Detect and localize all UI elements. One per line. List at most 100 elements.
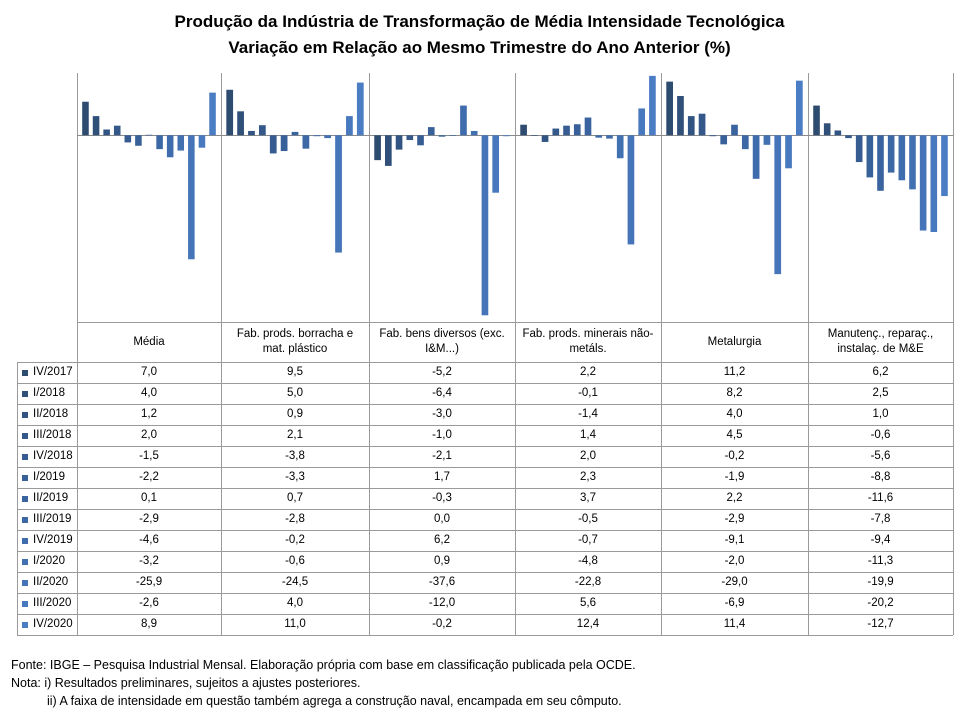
table-cell: -2,6	[139, 597, 159, 609]
table-cell: 11,0	[284, 618, 306, 630]
category-label: Fab. prods. minerais não-metáls.	[515, 322, 661, 362]
category-label: Manutenç., reparaç., instalaç. de M&E	[808, 322, 953, 362]
category-label: Fab. prods. borracha e mat. plástico	[221, 322, 369, 362]
table-cell: -5,6	[870, 450, 891, 462]
bar-III/2018-4	[698, 113, 706, 136]
table-cell: 7,0	[141, 366, 157, 378]
category-label-line: metáls.	[569, 343, 607, 355]
series-name: I/2019	[33, 471, 65, 483]
bar-II/2018-3	[541, 135, 549, 142]
legend-swatch	[22, 516, 28, 523]
table-cell: -3,2	[139, 555, 159, 567]
bar-IV/2019-2	[460, 105, 467, 136]
legend-swatch	[22, 495, 28, 502]
table-cell: -4,8	[578, 555, 598, 567]
legend-swatch	[22, 600, 28, 607]
bar-III/2020-5	[930, 135, 938, 232]
table-cell: -3,3	[285, 471, 305, 483]
table-cell: -0,2	[285, 534, 305, 546]
table-cell: -2,1	[432, 450, 452, 462]
series-legend-III/2019: III/2019	[17, 509, 77, 530]
series-legend-III/2020: III/2020	[17, 593, 77, 614]
legend-swatch	[22, 369, 28, 376]
series-name: III/2018	[33, 429, 72, 441]
table-cell: -0,1	[578, 387, 598, 399]
bar-I/2018-4	[677, 95, 684, 136]
table-cell: -1,9	[724, 471, 745, 483]
bar-III/2020-3	[638, 108, 646, 136]
table-cell: 4,0	[287, 597, 303, 609]
table-cell: -2,9	[724, 513, 745, 525]
table-cell: -5,2	[432, 366, 452, 378]
bar-IV/2019-4	[752, 135, 760, 179]
category-label-line: mat. plástico	[262, 343, 328, 355]
bar-I/2020-1	[324, 135, 332, 139]
bar-I/2019-4	[720, 135, 728, 145]
series-name: IV/2019	[33, 534, 73, 546]
table-cell: 2,1	[287, 429, 303, 441]
table-cell: -6,4	[432, 387, 452, 399]
bar-I/2019-0	[135, 135, 142, 146]
table-cell: 4,5	[726, 429, 743, 441]
table-cell: -3,0	[432, 408, 452, 420]
legend-swatch	[22, 432, 28, 439]
table-cell: 3,7	[580, 492, 596, 504]
category-label-line: I&M...)	[425, 343, 459, 355]
table-cell: 2,0	[580, 450, 596, 462]
table-cell: -0,2	[432, 618, 452, 630]
table-cell: -2,9	[139, 513, 159, 525]
series-legend-II/2019: II/2019	[17, 488, 77, 509]
category-label: Média	[77, 322, 221, 362]
bar-IV/2020-2	[503, 135, 510, 137]
bar-I/2018-5	[823, 123, 831, 136]
bar-II/2018-1	[248, 130, 255, 136]
bar-IV/2018-1	[269, 135, 277, 154]
table-cell: -22,8	[574, 576, 602, 588]
table-cell: -24,5	[281, 576, 309, 588]
table-cell: 4,0	[141, 387, 157, 399]
bar-III/2018-5	[845, 135, 852, 139]
table-cell: 0,9	[287, 408, 303, 420]
legend-swatch	[22, 621, 28, 628]
bar-II/2019-2	[438, 135, 446, 137]
bar-II/2019-3	[584, 117, 592, 136]
legend-swatch	[22, 411, 28, 418]
table-cell: -4,6	[139, 534, 159, 546]
category-label-line: Fab. prods. minerais não-	[522, 328, 654, 340]
legend-swatch	[22, 390, 28, 397]
bar-IV/2019-3	[606, 135, 613, 139]
bar-I/2020-0	[177, 135, 185, 151]
bar-III/2019-5	[887, 135, 895, 173]
bar-I/2020-4	[763, 135, 771, 145]
series-name: II/2018	[33, 408, 69, 420]
bar-IV/2018-5	[855, 135, 863, 163]
table-cell: -0,7	[578, 534, 598, 546]
chart-subtitle: Variação em Relação ao Mesmo Trimestre d…	[228, 38, 731, 57]
category-label-line: Metalurgia	[707, 335, 762, 348]
bar-III/2018-2	[406, 135, 414, 141]
table-cell: -19,9	[867, 576, 894, 588]
bar-IV/2020-4	[796, 80, 803, 136]
table-cell: -1,0	[432, 429, 452, 441]
table-cell: -0,5	[578, 513, 598, 525]
series-name: IV/2017	[33, 366, 73, 378]
legend-swatch	[22, 537, 28, 544]
series-legend-IV/2019: IV/2019	[17, 530, 77, 551]
table-cell: 0,0	[434, 513, 450, 525]
bar-I/2019-3	[573, 124, 581, 136]
chart-title: Produção da Indústria de Transformação d…	[174, 12, 785, 31]
category-label-line: Fab. bens diversos (exc.	[379, 328, 505, 340]
bar-II/2020-2	[481, 135, 489, 316]
series-name: I/2018	[33, 387, 65, 399]
table-cell: 1,4	[580, 429, 596, 441]
table-cell: -29,0	[721, 576, 748, 588]
table-cell: 2,0	[141, 429, 157, 441]
bar-IV/2019-5	[898, 135, 906, 181]
table-cell: 0,9	[434, 555, 450, 567]
bar-III/2020-0	[198, 135, 206, 148]
series-name: II/2019	[33, 492, 69, 504]
table-cell: 8,2	[726, 387, 743, 399]
bar-IV/2018-3	[563, 125, 570, 136]
bar-II/2018-2	[395, 135, 403, 150]
table-cell: -0,2	[724, 450, 745, 462]
